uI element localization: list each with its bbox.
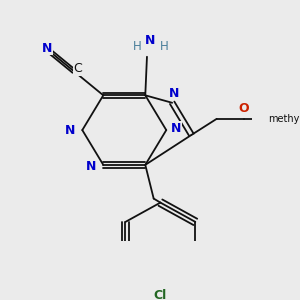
- Text: N: N: [42, 42, 52, 55]
- Text: N: N: [169, 87, 179, 100]
- Text: Cl: Cl: [154, 289, 167, 300]
- Text: N: N: [65, 124, 76, 136]
- Text: H: H: [159, 40, 168, 53]
- Text: N: N: [145, 34, 155, 47]
- Text: N: N: [171, 122, 182, 135]
- Text: C: C: [74, 62, 82, 75]
- Text: methyl: methyl: [268, 114, 300, 124]
- Text: H: H: [133, 40, 141, 53]
- Text: O: O: [238, 102, 249, 115]
- Text: N: N: [86, 160, 97, 173]
